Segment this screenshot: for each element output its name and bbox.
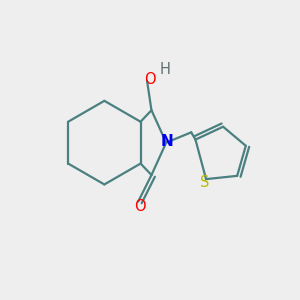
- Text: O: O: [134, 199, 146, 214]
- Text: S: S: [200, 175, 209, 190]
- Text: O: O: [144, 72, 156, 87]
- Text: H: H: [160, 62, 171, 77]
- Text: N: N: [161, 134, 173, 149]
